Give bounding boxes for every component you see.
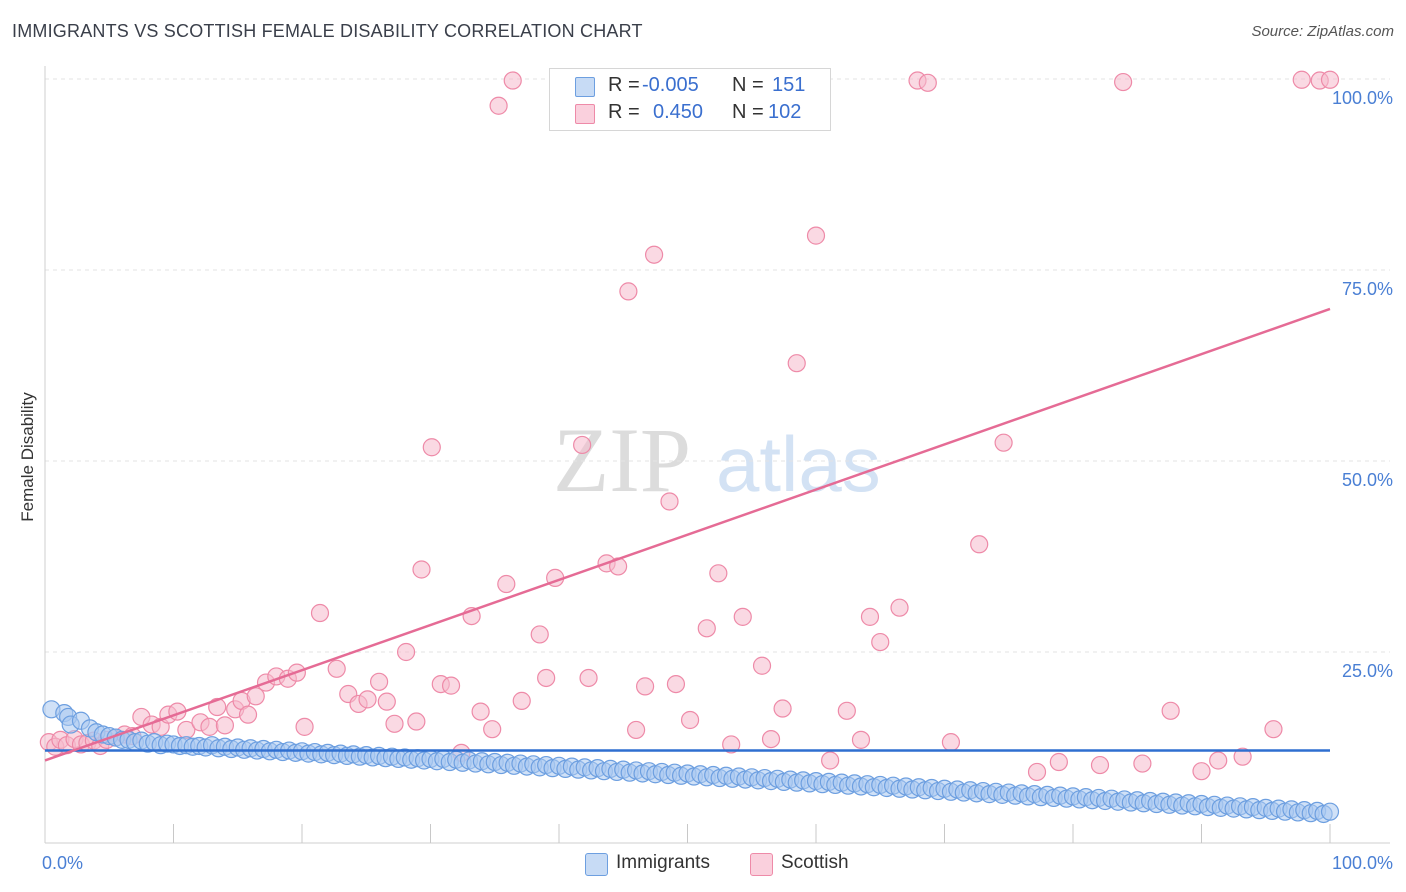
scottish-point (471, 702, 490, 721)
scottish-point (851, 730, 871, 749)
y-tick-label: 25.0% (1342, 661, 1393, 681)
scottish-point (310, 603, 330, 623)
scottish-point (407, 712, 426, 731)
scottish-point (579, 668, 598, 688)
scottish-point (1292, 70, 1311, 89)
scottish-point (497, 574, 516, 594)
legend-label-immigrants: Immigrants (616, 852, 710, 873)
scottish-point (295, 717, 314, 736)
legend-swatch-scottish (575, 104, 595, 124)
legend-n-value: 151 (772, 74, 806, 96)
scottish-point (722, 735, 741, 754)
y-tick-label: 100.0% (1332, 88, 1393, 108)
scottish-point (680, 710, 700, 730)
scottish-point (358, 690, 377, 709)
x-tick-label: 0.0% (42, 853, 83, 873)
scottish-point (1209, 751, 1228, 770)
scottish-point (709, 564, 728, 583)
scottish-point (412, 560, 431, 579)
scottish-point (396, 642, 416, 662)
legend-n-label: N = (732, 74, 764, 96)
legend-r-value: -0.005 (642, 74, 699, 96)
scottish-point (941, 733, 961, 752)
immigrant-point (1320, 802, 1340, 821)
y-tick-label: 50.0% (1342, 470, 1393, 490)
scottish-point (441, 676, 461, 695)
scottish-point (733, 607, 752, 626)
scottish-point (1192, 762, 1211, 781)
scottish-point (821, 751, 840, 770)
scottish-point (697, 619, 716, 638)
x-tick-label: 100.0% (1332, 853, 1393, 873)
scottish-point (573, 435, 592, 455)
scottish-point (890, 598, 909, 617)
scottish-point (246, 687, 265, 706)
scottish-point (1133, 754, 1152, 773)
scottish-point (1161, 701, 1180, 720)
source-label: Source: ZipAtlas.com (1251, 23, 1394, 40)
legend-swatch-immigrants (575, 77, 595, 97)
scottish-point (377, 692, 396, 711)
scottish-trend-line (44, 307, 1331, 762)
legend-swatch-immigrants (585, 853, 608, 876)
scottish-point (666, 674, 686, 694)
scottish-point (385, 714, 404, 733)
scottish-point (994, 433, 1013, 452)
scottish-point (970, 535, 989, 554)
scottish-point (626, 720, 646, 740)
scottish-point (860, 607, 880, 626)
scottish-point (483, 720, 502, 739)
scottish-point (644, 245, 664, 264)
scottish-point (837, 701, 856, 720)
legend-r-label: R = (608, 74, 640, 96)
legend-r-value: 0.450 (653, 101, 704, 123)
scottish-point (1114, 72, 1133, 92)
tick-labels: 25.0% 50.0% 75.0% 100.0% 0.0% 100.0% (42, 88, 1393, 873)
correlation-legend: R = -0.005 N = 151 R = 0.450 N = 102 (549, 68, 831, 131)
scottish-point (1090, 755, 1110, 775)
legend-row-immigrants: R = -0.005 N = 151 (550, 74, 830, 100)
legend-n-label: N = (732, 101, 764, 123)
scottish-point (761, 729, 781, 749)
scottish-point (1049, 752, 1068, 772)
watermark-atlas: atlas (716, 420, 881, 508)
trend-lines (44, 307, 1331, 762)
axis-ticks (173, 824, 1331, 843)
chart-title: IMMIGRANTS VS SCOTTISH FEMALE DISABILITY… (12, 21, 643, 41)
scottish-point (660, 492, 679, 511)
scottish-point (918, 73, 937, 92)
scottish-point (871, 632, 890, 652)
scottish-point (773, 699, 792, 718)
legend-r-label: R = (608, 101, 640, 123)
watermark: ZIP atlas (553, 409, 881, 511)
scottish-point (1320, 70, 1340, 89)
scottish-point (370, 672, 389, 691)
scottish-point (787, 354, 806, 373)
scottish-point (537, 668, 556, 688)
legend-row-scottish: R = 0.450 N = 102 (550, 101, 830, 127)
scottish-point (806, 226, 826, 245)
scottish-point (530, 625, 549, 644)
scottish-point (215, 716, 234, 735)
scottish-point (635, 677, 655, 696)
scottish-point (200, 717, 219, 736)
legend-label-scottish: Scottish (781, 852, 849, 873)
y-tick-label: 75.0% (1342, 279, 1393, 299)
scottish-point (422, 438, 441, 457)
scottish-point (1233, 747, 1252, 766)
scottish-point (489, 96, 508, 115)
legend-swatch-scottish (750, 853, 773, 876)
scottish-point (752, 656, 772, 675)
scottish-point (512, 691, 531, 710)
scottish-point (1027, 762, 1047, 782)
scottish-point (327, 659, 346, 678)
scottish-point (1264, 720, 1283, 739)
scottish-point (238, 705, 258, 724)
legend-n-value: 102 (768, 101, 802, 123)
scottish-point (503, 71, 522, 90)
scottish-point (619, 282, 638, 301)
